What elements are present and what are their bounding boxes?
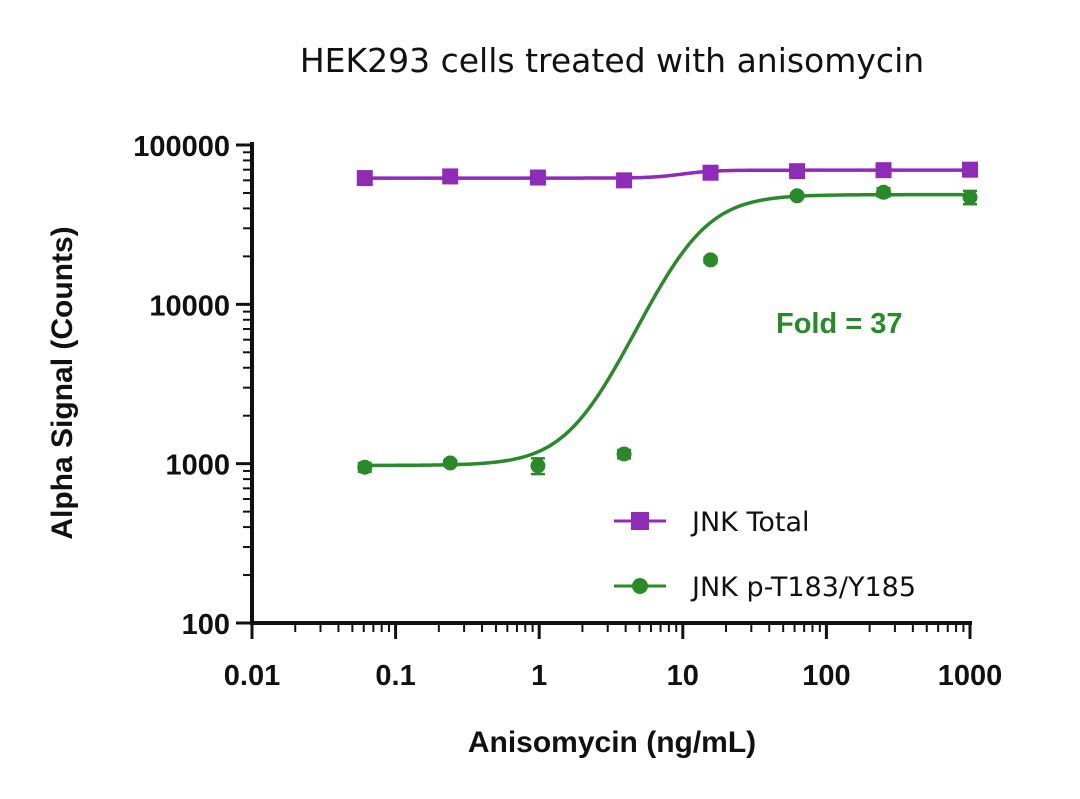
x-tick-label: 10	[667, 660, 699, 692]
y-axis-title-group: Alpha Signal (Counts)	[46, 226, 79, 539]
fold-annotation: Fold = 37	[776, 308, 903, 340]
data-point-jnk-total	[789, 163, 806, 180]
legend-item-jnk-total: JNK Total	[614, 507, 810, 538]
data-point-jnk-total	[962, 161, 978, 178]
legend-label-jnk-phospho: JNK p-T183/Y185	[690, 572, 916, 603]
legend: JNK Total JNK p-T183/Y185	[614, 507, 916, 603]
data-point-jnk-total	[356, 170, 373, 187]
data-point-jnk-phospho	[703, 252, 719, 268]
x-tick-label: 1	[531, 660, 547, 692]
y-axis-title: Alpha Signal (Counts)	[46, 226, 79, 539]
data-markers	[356, 161, 978, 475]
legend-item-jnk-phospho: JNK p-T183/Y185	[614, 572, 916, 603]
fit-curve-jnk-phospho	[364, 192, 970, 468]
data-point-jnk-phospho	[789, 188, 805, 204]
y-tick-label: 1000	[165, 450, 230, 482]
fit-curve-jnk-total	[364, 168, 970, 180]
chart-title: HEK293 cells treated with anisomycin	[300, 41, 924, 80]
data-point-jnk-phospho	[357, 459, 373, 475]
data-point-jnk-total	[442, 168, 459, 185]
data-point-jnk-total	[616, 172, 633, 189]
axes	[250, 142, 972, 625]
fit-curves	[364, 168, 970, 468]
data-point-jnk-total	[529, 169, 546, 186]
y-tick-label: 10000	[149, 290, 230, 322]
x-tick-label: 0.01	[224, 660, 280, 692]
axis-ticks: 0.01 0.1 1 10 100 1000 100 1000 10000 100000	[133, 131, 1002, 692]
legend-marker-square	[631, 512, 649, 530]
data-point-jnk-total	[875, 162, 892, 179]
x-tick-label: 0.1	[375, 660, 415, 692]
x-tick-label: 100	[802, 660, 850, 692]
data-point-jnk-phospho	[616, 446, 632, 462]
y-tick-label: 100	[182, 609, 230, 641]
data-point-jnk-phospho	[962, 189, 978, 205]
data-point-jnk-phospho	[530, 458, 546, 474]
x-axis-title: Anisomycin (ng/mL)	[468, 726, 756, 759]
data-point-jnk-phospho	[876, 184, 892, 200]
y-tick-label: 100000	[133, 131, 230, 163]
data-point-jnk-total	[702, 164, 719, 181]
x-tick-label: 1000	[938, 660, 1003, 692]
legend-label-jnk-total: JNK Total	[690, 507, 810, 538]
legend-marker-circle	[632, 578, 648, 594]
data-point-jnk-phospho	[442, 455, 458, 471]
